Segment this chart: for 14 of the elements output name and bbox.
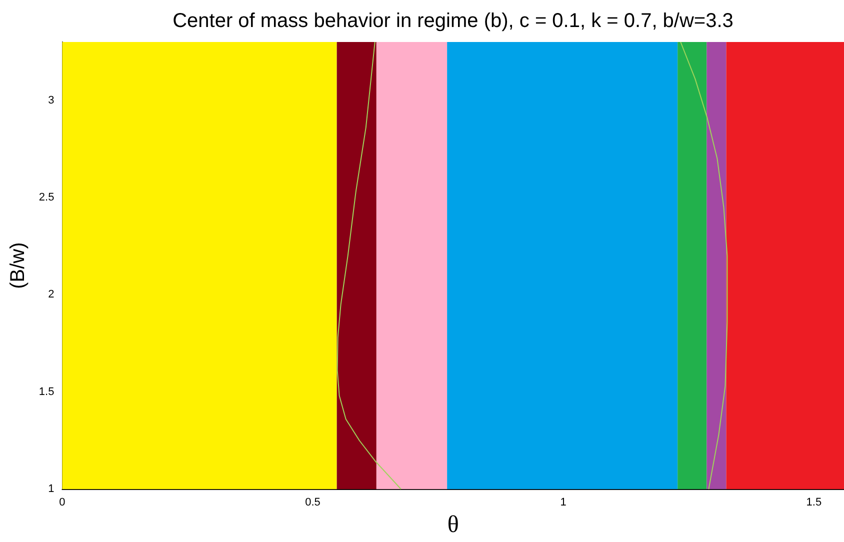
x-tick-label: 0.5 [305,496,320,509]
x-axis-title: θ [447,512,459,538]
y-tick-label: 1 [48,483,54,496]
y-tick-label: 2 [48,288,54,301]
x-tick-label: 1 [560,496,566,509]
y-axis-title: (B/w) [7,242,29,289]
line-series [680,42,728,490]
line-series [336,42,402,490]
chart-title: Center of mass behavior in regime (b), c = 0.1, k = 0.7, b/w=3.3 [172,10,734,32]
x-tick-label: 1.5 [806,496,822,509]
x-tick-label: 0 [59,496,66,509]
y-tick-label: 3 [48,94,54,106]
y-tick-label: 2.5 [38,192,54,204]
y-tick-label: 1.5 [38,386,54,398]
